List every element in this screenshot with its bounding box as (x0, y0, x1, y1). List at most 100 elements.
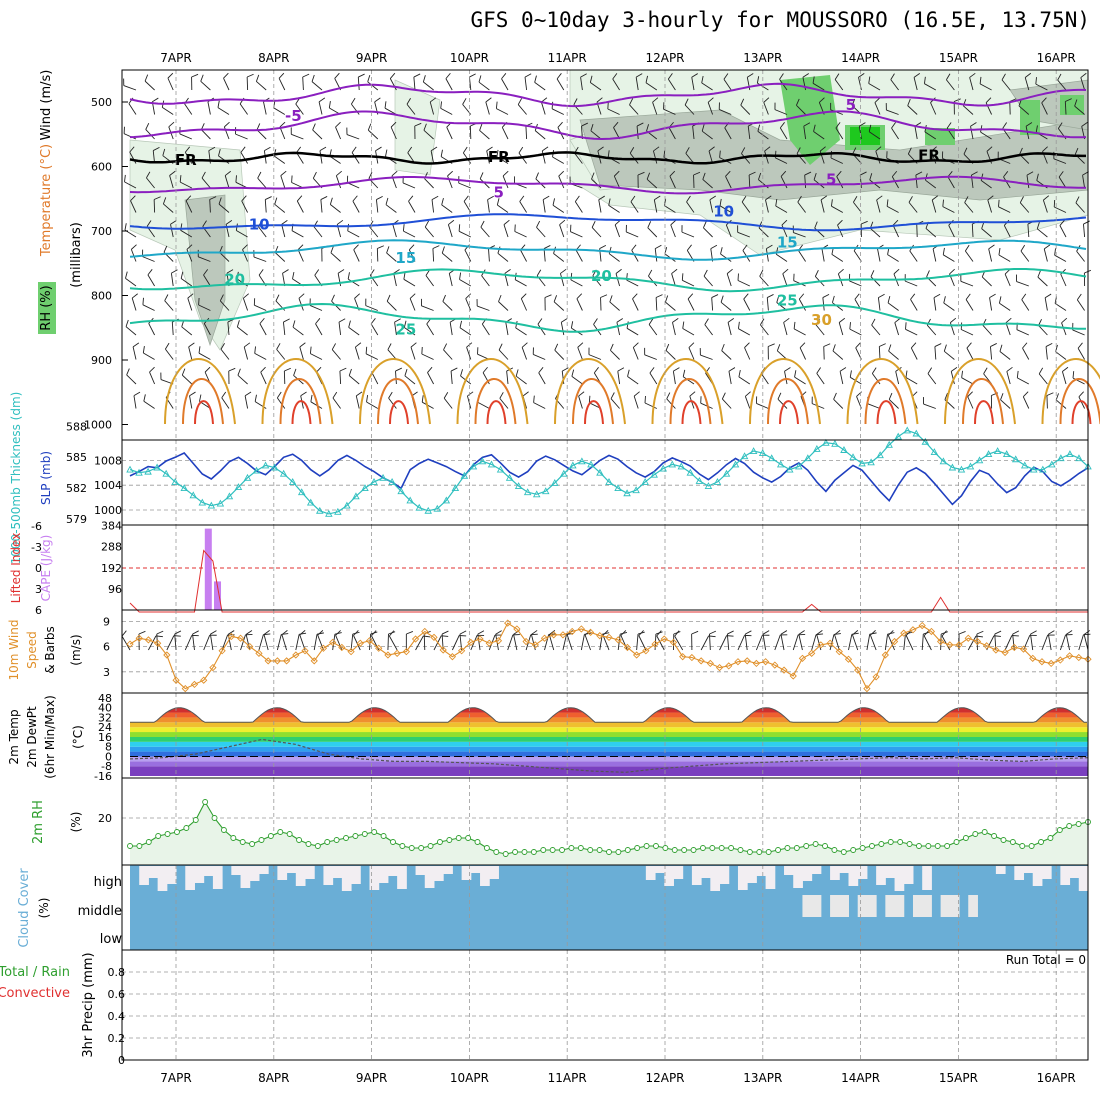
wind-barb (982, 325, 992, 336)
rh-marker (183, 825, 190, 831)
wind-barb (451, 635, 460, 651)
wind-barb-flag (744, 342, 750, 348)
wind-barb (591, 227, 602, 238)
upper-y-tick-label: 900 (91, 354, 112, 367)
wind-barb (834, 79, 844, 91)
wind-barb-flag (777, 392, 782, 400)
wind-barb-flag (559, 219, 566, 226)
wind-tick-label: 6 (103, 641, 110, 654)
wind-speed-marker (577, 625, 586, 633)
wind-barb-flag (986, 146, 993, 152)
wind-barb (520, 249, 527, 262)
cloud-clear-patch (258, 866, 269, 874)
rh-marker (343, 835, 349, 841)
wind-barb-flag (1025, 122, 1033, 127)
cloud-clear-patch (277, 866, 288, 880)
wind-barb-flag (783, 317, 790, 323)
wind-barb-flag (280, 170, 287, 176)
wind-barb (576, 298, 583, 311)
wind-barb (533, 402, 546, 409)
wind-barb (760, 372, 769, 385)
wind-barb (406, 103, 416, 115)
wind-barb (886, 109, 899, 115)
wind-speed-marker (909, 626, 917, 634)
wind-barb-flag (796, 147, 801, 154)
wind-barb-flag (459, 630, 467, 635)
wind-barb-flag (479, 172, 484, 179)
thickness-marker (451, 484, 460, 492)
wind-barb-flag (441, 197, 444, 205)
wind-barb (503, 224, 509, 238)
wind-barb-flag (375, 146, 382, 152)
wind-barb (950, 371, 955, 385)
wind-barb (534, 130, 546, 140)
wind-barb (966, 347, 974, 360)
contour-label: -5 (285, 107, 302, 125)
wind-barb-flag (275, 294, 280, 302)
wind-barb-flag (630, 195, 636, 202)
wind-barb (338, 322, 342, 336)
wind-barb (775, 253, 788, 262)
wind-barb-flag (281, 630, 288, 636)
wind-barb (1022, 396, 1030, 409)
wind-barb-flag (487, 195, 494, 201)
temp-contour-35 (474, 378, 517, 425)
thickness-marker (234, 483, 243, 491)
wind-barb-flag (855, 342, 861, 349)
wind-speed-marker (725, 662, 733, 670)
wind-barb-flag (593, 318, 598, 325)
wind-barb-flag (802, 73, 809, 78)
wind-barb (701, 130, 713, 140)
wind-barb-flag (870, 270, 875, 277)
wind-barb (1054, 206, 1067, 213)
wind-barb (274, 203, 286, 213)
wind-barb (447, 175, 453, 189)
wind-barb-flag (858, 73, 865, 78)
wind-barb (904, 280, 918, 287)
wind-barb-flag (578, 391, 585, 397)
wind-barb (562, 634, 567, 651)
wind-barb-flag (260, 366, 266, 373)
wind-barb (149, 371, 156, 385)
rh-marker (399, 843, 406, 849)
wind-barb (777, 350, 788, 360)
wind-barb-flag (254, 394, 257, 402)
wind-barb (632, 298, 639, 311)
cloud-ylabel: Cloud Cover (17, 868, 32, 948)
wind-barb (256, 81, 267, 91)
rh-marker (840, 849, 847, 855)
wind-barb (309, 305, 323, 311)
wind-barb (930, 102, 937, 115)
wind-barb-flag (129, 146, 135, 153)
wind-barb-flag (263, 630, 270, 635)
wind-barb (180, 229, 193, 238)
temp-band-hot (130, 732, 1088, 737)
cloud-clear-patch (470, 866, 481, 873)
wind-barb-flag (1035, 125, 1038, 133)
wind-barb (831, 254, 844, 262)
wind-barb-flag (386, 294, 391, 302)
wind-barb (931, 199, 937, 213)
wind-barb-flag (503, 219, 510, 225)
wind-barb-flag (145, 122, 150, 130)
wind-tick-label: 3 (103, 666, 110, 679)
rh-marker (1019, 843, 1026, 849)
li-tick-label: 0 (35, 562, 42, 575)
thickness-marker (822, 438, 830, 446)
wind-barb (354, 346, 360, 360)
rh-shade-green (1020, 100, 1040, 135)
wind-barb (760, 324, 769, 336)
wind-barb-flag (577, 342, 584, 348)
wind-barb-flag (871, 318, 876, 326)
wind-barb (1006, 371, 1011, 385)
temp-contour-40 (1071, 400, 1092, 425)
wind-barb (775, 205, 788, 213)
wind-barb-flag (228, 367, 236, 372)
wind-barb (146, 177, 155, 189)
cloud-clear-patch (351, 866, 361, 884)
wind-barb (466, 347, 472, 360)
wind-barb (459, 279, 472, 287)
wind-barb (868, 83, 881, 91)
wind-barb (201, 129, 211, 140)
wind-barb-flag (330, 246, 334, 253)
